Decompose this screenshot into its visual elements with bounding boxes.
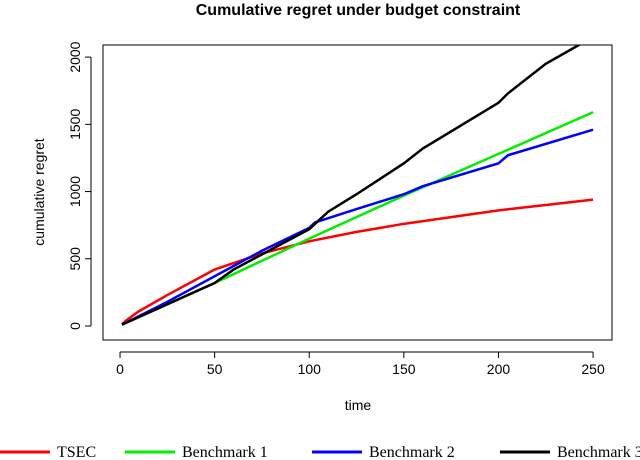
x-tick-label: 150 [392, 361, 416, 377]
legend-label: TSEC [57, 444, 96, 460]
series-line [121, 45, 582, 326]
legend-label: Benchmark 2 [369, 444, 455, 460]
y-tick-label: 1500 [67, 109, 83, 140]
y-tick-label: 1000 [67, 176, 83, 207]
legend-label: Benchmark 3 [557, 444, 640, 460]
x-tick-label: 50 [207, 361, 223, 377]
series-line [121, 128, 594, 326]
plot-lines [121, 45, 594, 326]
y-tick-label: 2000 [67, 41, 83, 72]
y-tick-label: 0 [67, 322, 83, 330]
x-tick-label: 100 [298, 361, 322, 377]
plot-box [102, 44, 613, 341]
legend-label: Benchmark 1 [182, 444, 268, 460]
series-line [121, 198, 594, 325]
chart-title: Cumulative regret under budget constrain… [196, 2, 521, 19]
y-tick-label: 500 [67, 247, 83, 271]
x-tick-label: 250 [581, 361, 605, 377]
x-axis-label: time [345, 397, 372, 413]
y-axis-label: cumulative regret [31, 138, 47, 245]
x-tick-label: 0 [116, 361, 124, 377]
x-tick-label: 200 [487, 361, 511, 377]
